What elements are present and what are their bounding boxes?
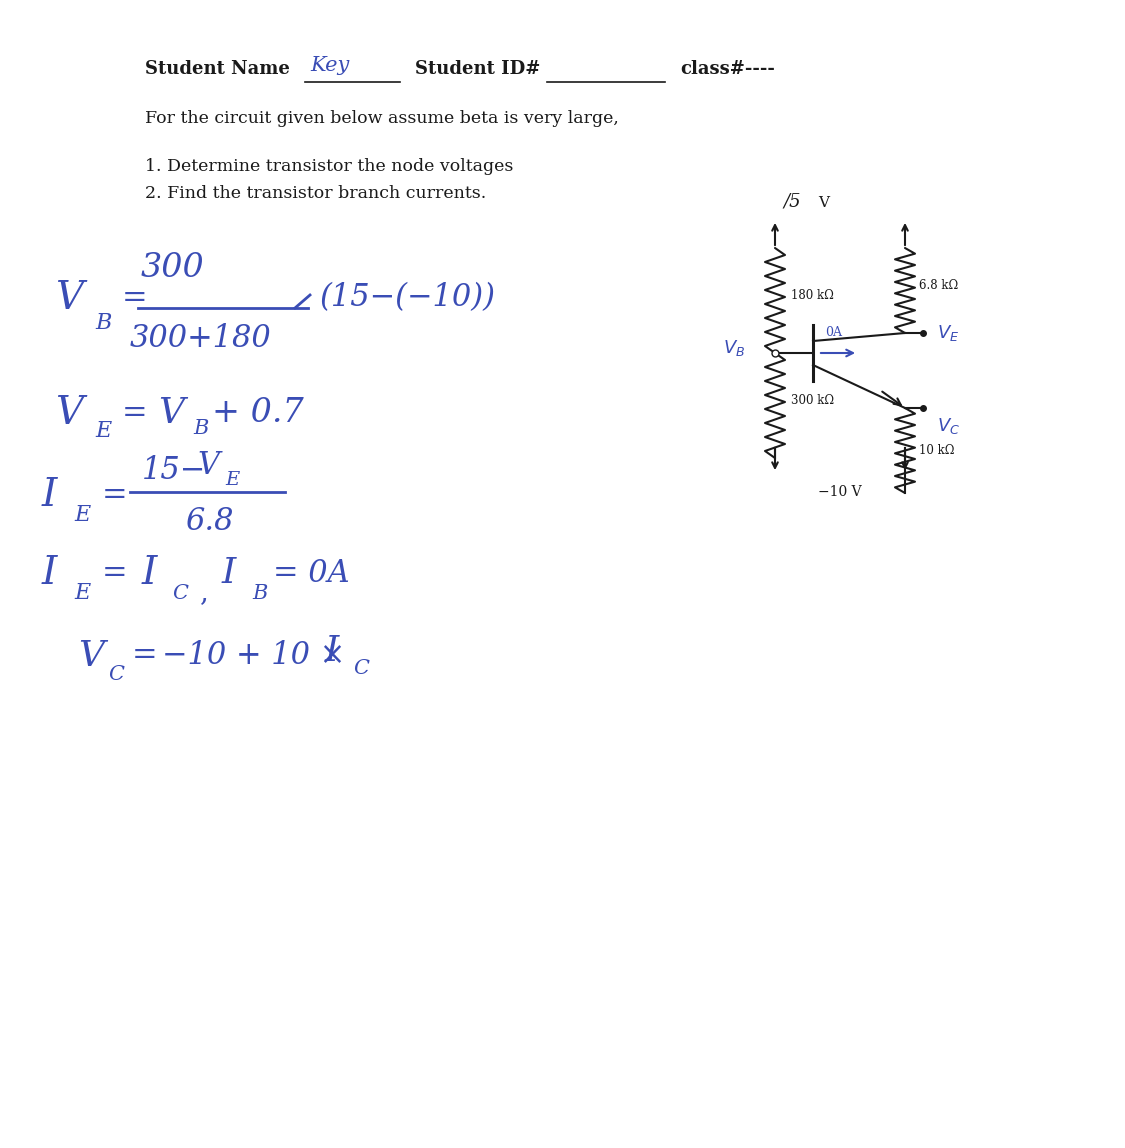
Text: class#----: class#---- <box>680 60 775 78</box>
Text: 300 kΩ: 300 kΩ <box>791 394 834 408</box>
Text: /5: /5 <box>783 192 801 210</box>
Text: 6.8 kΩ: 6.8 kΩ <box>919 279 958 292</box>
Text: + 0.7: + 0.7 <box>212 397 304 429</box>
Text: (15−(−10)): (15−(−10)) <box>319 282 496 313</box>
Text: C: C <box>172 583 188 603</box>
Text: =: = <box>102 558 127 589</box>
Text: 2. Find the transistor branch currents.: 2. Find the transistor branch currents. <box>145 185 486 202</box>
Text: $V_E$: $V_E$ <box>937 323 960 343</box>
Text: =: = <box>132 641 158 672</box>
Text: 300: 300 <box>141 253 204 284</box>
Text: I: I <box>325 634 340 668</box>
Text: I: I <box>142 554 158 591</box>
Text: −10 V: −10 V <box>818 484 862 499</box>
Text: 0A: 0A <box>825 326 842 339</box>
Text: −10 + 10 ×: −10 + 10 × <box>162 641 345 672</box>
Text: = 0A: = 0A <box>273 558 350 589</box>
Text: $V_B$: $V_B$ <box>723 338 745 358</box>
Text: 15−: 15− <box>142 455 206 486</box>
Text: I: I <box>42 476 57 513</box>
Text: B: B <box>252 583 268 603</box>
Text: Student ID#: Student ID# <box>415 60 540 78</box>
Text: E: E <box>74 504 90 526</box>
Text: V: V <box>197 450 219 481</box>
Text: =: = <box>102 480 127 511</box>
Text: E: E <box>94 420 111 442</box>
Text: B: B <box>94 312 111 334</box>
Text: E: E <box>225 471 240 489</box>
Text: I: I <box>42 554 57 591</box>
Text: V: V <box>818 196 829 210</box>
Text: =: = <box>122 397 147 428</box>
Text: ,: , <box>200 580 209 606</box>
Text: 10 kΩ: 10 kΩ <box>919 444 954 457</box>
Text: For the circuit given below assume beta is very large,: For the circuit given below assume beta … <box>145 110 619 127</box>
Text: B: B <box>193 419 208 437</box>
Text: V: V <box>55 395 83 432</box>
Text: Key: Key <box>310 56 349 75</box>
Text: 1. Determine transistor the node voltages: 1. Determine transistor the node voltage… <box>145 158 513 174</box>
Text: V: V <box>158 396 185 430</box>
Text: 180 kΩ: 180 kΩ <box>791 289 834 302</box>
Text: C: C <box>353 659 369 677</box>
Text: $V_C$: $V_C$ <box>937 416 960 436</box>
Text: =: = <box>122 282 147 313</box>
Text: V: V <box>78 639 105 673</box>
Text: I: I <box>222 556 236 590</box>
Text: 6.8: 6.8 <box>184 506 234 537</box>
Text: C: C <box>108 665 124 683</box>
Text: 300+180: 300+180 <box>129 323 271 354</box>
Text: E: E <box>74 582 90 604</box>
Text: V: V <box>55 279 83 317</box>
Text: Student Name: Student Name <box>145 60 290 78</box>
